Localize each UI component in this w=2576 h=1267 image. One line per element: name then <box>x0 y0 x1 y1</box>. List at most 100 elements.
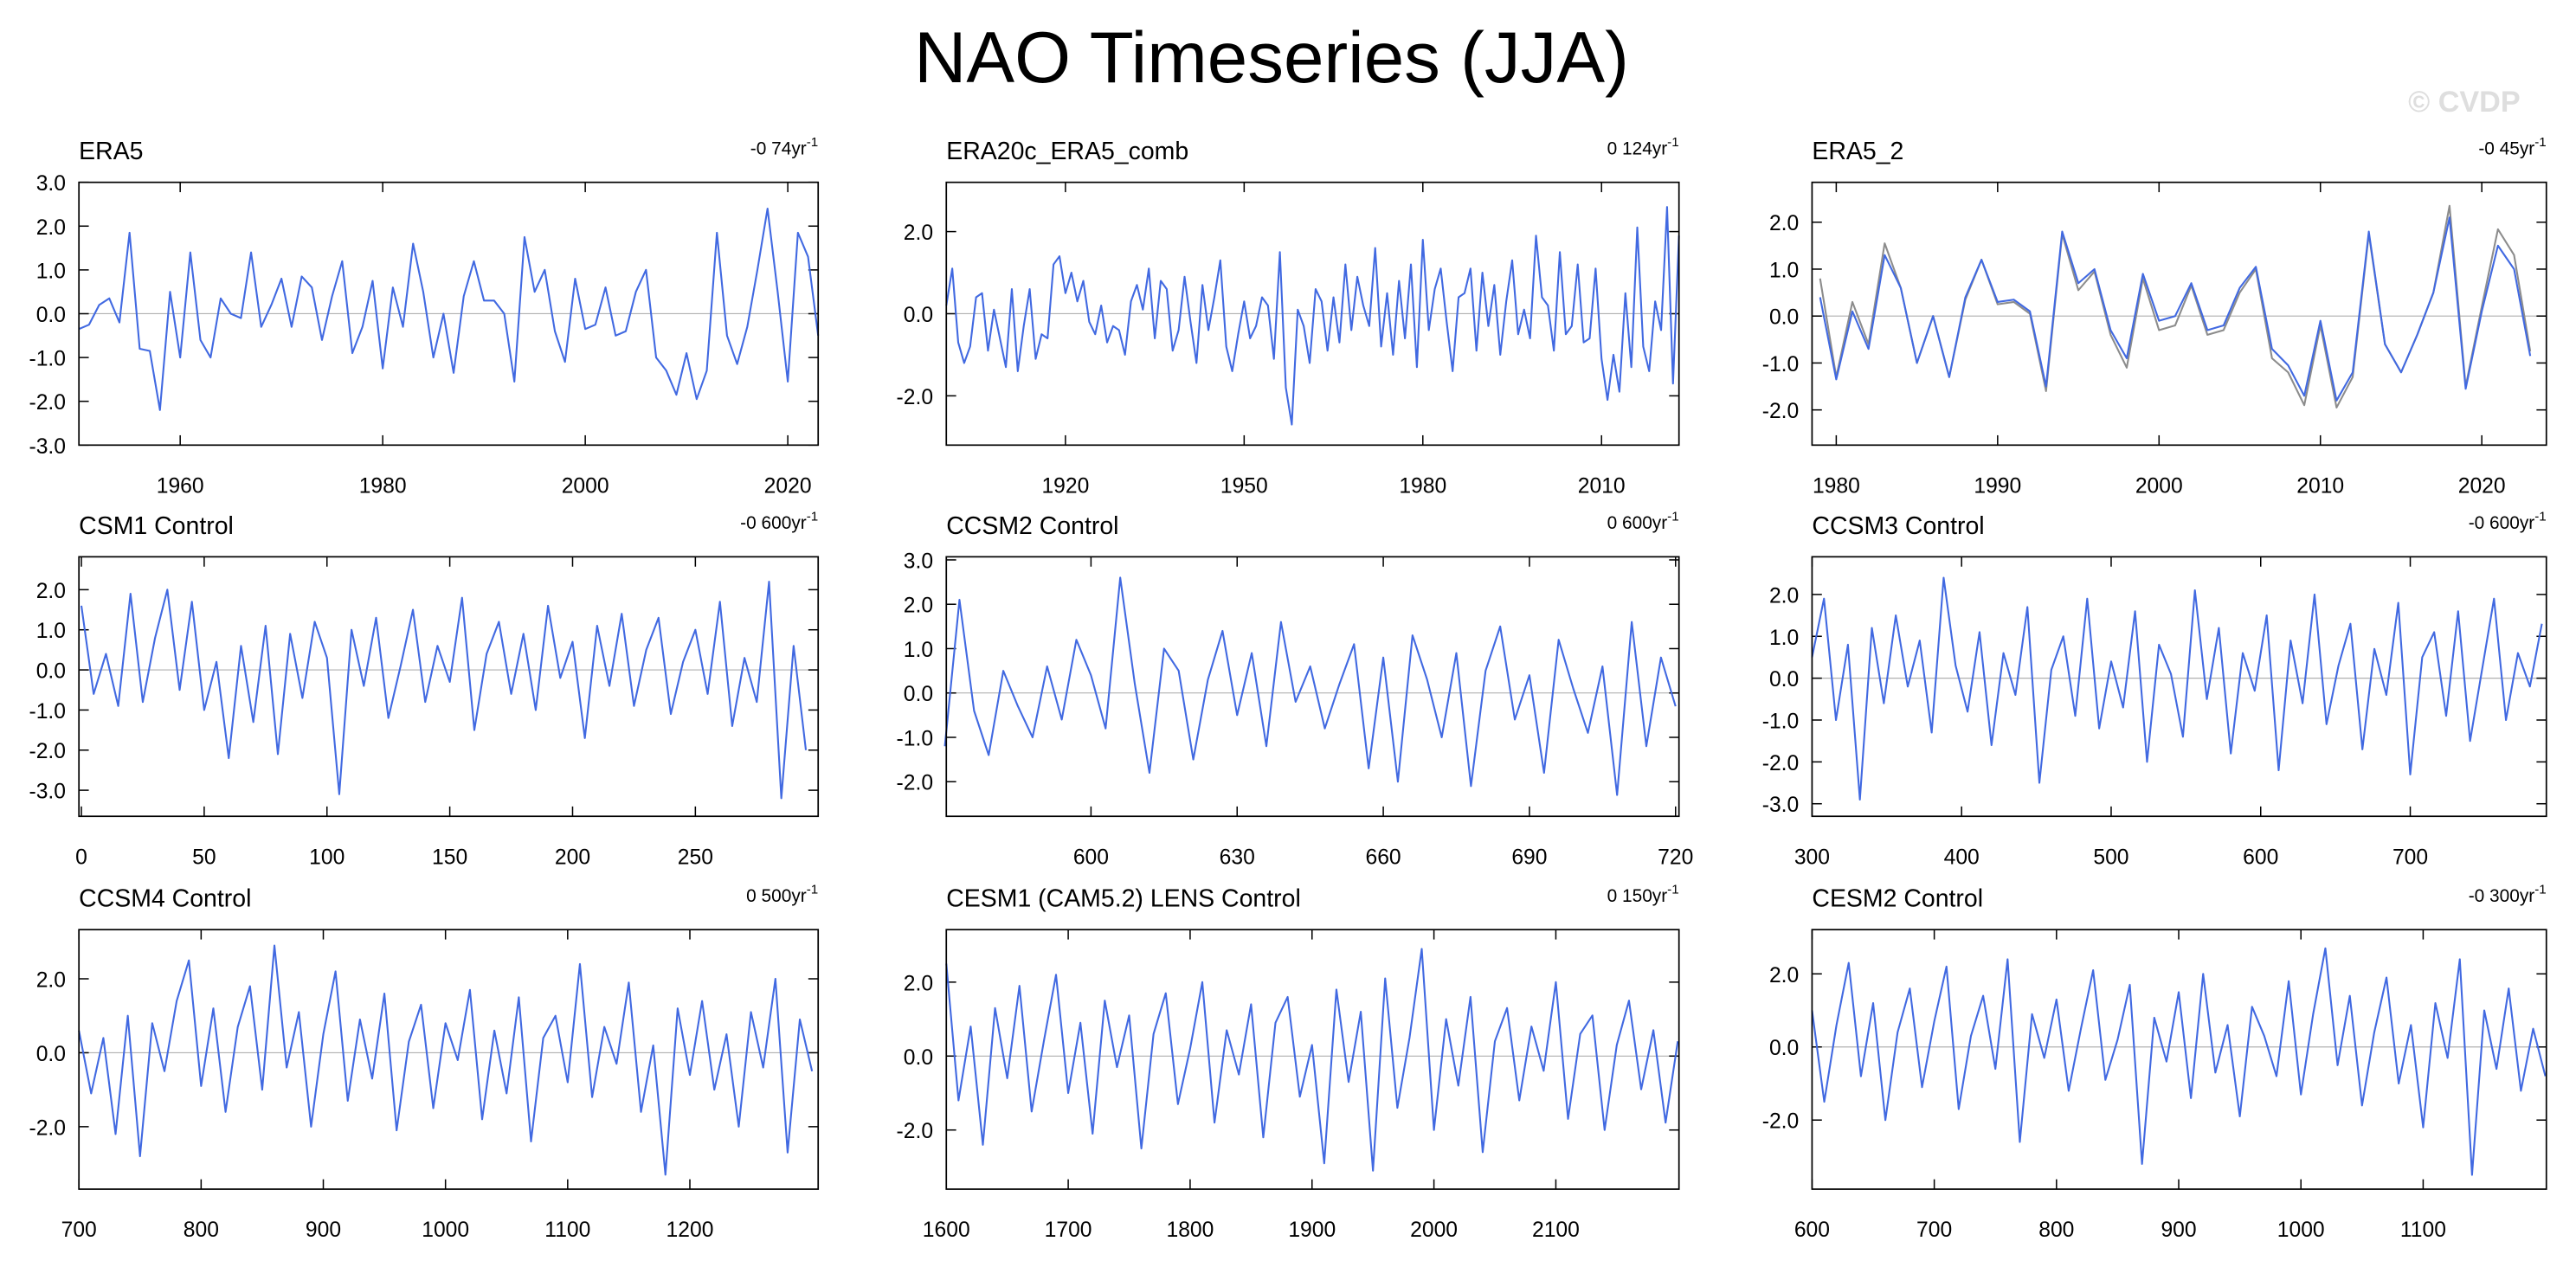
x-tick-label: 600 <box>1794 1219 1830 1242</box>
rate-exponent: -1 <box>2534 510 2546 524</box>
x-tick-label: 400 <box>1944 846 1980 869</box>
x-tick-label: 700 <box>61 1219 97 1242</box>
y-tick-label: -1.0 <box>1762 353 1800 376</box>
y-tick-label: -1.0 <box>29 700 67 724</box>
y-tick-label: 2.0 <box>1769 584 1799 608</box>
rate-label: -0 45yr <box>2478 138 2534 158</box>
plot-frame <box>78 181 820 447</box>
rate-label: -0 600yr <box>2469 513 2535 533</box>
y-tick-label: 0.0 <box>904 683 933 706</box>
x-tick-label: 2000 <box>1410 1219 1458 1242</box>
rate-exponent: -1 <box>807 510 818 524</box>
x-tick-label: 2010 <box>2296 474 2344 498</box>
x-tick-label: 500 <box>2093 846 2128 869</box>
x-tick-label: 1200 <box>667 1219 714 1242</box>
panel-title: ERA5_2 <box>1812 138 1903 165</box>
x-tick-label: 250 <box>678 846 713 869</box>
x-tick-label: 1920 <box>1041 474 1089 498</box>
y-tick-label: -2.0 <box>897 772 934 795</box>
plot-frame <box>945 556 1680 818</box>
x-tick-label: 630 <box>1220 846 1255 869</box>
series-line <box>945 206 1680 426</box>
rate-exponent: -1 <box>2534 882 2546 897</box>
y-tick-label: -2.0 <box>1762 400 1800 423</box>
series-line <box>80 581 808 800</box>
x-tick-label: 100 <box>309 846 345 869</box>
rate-exponent: -1 <box>1667 510 1679 524</box>
y-tick-label: -2.0 <box>897 386 934 409</box>
y-tick-label: 2.0 <box>1769 212 1799 235</box>
y-tick-label: -2.0 <box>1762 1110 1800 1134</box>
y-tick-label: -2.0 <box>1762 752 1800 775</box>
series-line <box>1811 947 2547 1176</box>
x-tick-label: 690 <box>1511 846 1547 869</box>
y-tick-label: -1.0 <box>29 348 67 371</box>
x-tick-label: 1700 <box>1045 1219 1092 1242</box>
plot-frame <box>78 556 820 818</box>
rate-label: 0 150yr <box>1607 886 1668 906</box>
x-tick-label: 720 <box>1658 846 1693 869</box>
series-line <box>1819 204 2532 408</box>
x-tick-label: 900 <box>2161 1219 2196 1242</box>
x-tick-label: 600 <box>1073 846 1109 869</box>
x-tick-label: 50 <box>192 846 216 869</box>
x-tick-label: 150 <box>432 846 467 869</box>
y-tick-label: 2.0 <box>36 216 66 240</box>
rate-exponent: -1 <box>1667 135 1679 150</box>
panel-title: ERA20c_ERA5_comb <box>946 138 1188 165</box>
y-tick-label: 0.0 <box>1769 668 1799 691</box>
plot-frame <box>78 929 820 1190</box>
x-tick-label: 1000 <box>422 1219 469 1242</box>
y-tick-label: 0.0 <box>36 304 66 327</box>
series-line <box>943 576 1677 796</box>
y-tick-label: 1.0 <box>36 260 66 283</box>
series-line <box>945 948 1679 1172</box>
y-tick-label: 2.0 <box>36 580 66 603</box>
y-tick-label: 2.0 <box>904 972 933 995</box>
y-tick-label: -2.0 <box>29 740 67 763</box>
x-tick-label: 1100 <box>2400 1219 2446 1242</box>
y-tick-label: 2.0 <box>904 222 933 245</box>
x-tick-label: 1990 <box>1974 474 2021 498</box>
y-tick-label: 0.0 <box>1769 306 1799 330</box>
y-tick-label: -3.0 <box>1762 794 1800 817</box>
rate-label: 0 124yr <box>1607 138 1668 158</box>
y-tick-label: 0.0 <box>904 304 933 327</box>
x-tick-label: 1960 <box>157 474 204 498</box>
y-tick-label: 1.0 <box>36 620 66 643</box>
y-tick-label: 0.0 <box>904 1046 933 1070</box>
y-tick-label: -2.0 <box>29 1116 67 1140</box>
x-tick-label: 2020 <box>764 474 812 498</box>
x-tick-label: 1950 <box>1220 474 1268 498</box>
panel-title: CESM1 (CAM5.2) LENS Control <box>946 885 1301 913</box>
x-tick-label: 900 <box>306 1219 341 1242</box>
rate-label: -0 300yr <box>2469 886 2535 906</box>
series-line <box>78 944 814 1176</box>
x-tick-label: 1600 <box>923 1219 970 1242</box>
series-line <box>1819 216 2532 402</box>
rate-exponent: -1 <box>1667 882 1679 897</box>
y-tick-label: 3.0 <box>36 172 66 196</box>
rate-label: -0 600yr <box>740 513 807 533</box>
x-tick-label: 660 <box>1366 846 1401 869</box>
y-tick-label: 3.0 <box>904 550 933 573</box>
rate-exponent: -1 <box>2534 135 2546 150</box>
y-tick-label: 0.0 <box>1769 1037 1799 1060</box>
x-tick-label: 1000 <box>2277 1219 2325 1242</box>
rate-label: -0 74yr <box>750 138 807 158</box>
panel-title: CCSM2 Control <box>946 512 1118 540</box>
x-tick-label: 800 <box>184 1219 219 1242</box>
rate-label: 0 600yr <box>1607 513 1668 533</box>
y-tick-label: -2.0 <box>29 391 67 415</box>
panel-title: CSM1 Control <box>79 512 234 540</box>
panel-title: CCSM4 Control <box>79 885 251 913</box>
x-tick-label: 0 <box>75 846 87 869</box>
plot-frame <box>1811 929 2547 1190</box>
x-tick-label: 700 <box>2392 846 2428 869</box>
series-line <box>1811 576 2543 801</box>
x-tick-label: 2000 <box>562 474 609 498</box>
plot-frame <box>945 181 1680 447</box>
y-tick-label: -2.0 <box>897 1120 934 1143</box>
y-tick-label: -1.0 <box>1762 710 1800 733</box>
